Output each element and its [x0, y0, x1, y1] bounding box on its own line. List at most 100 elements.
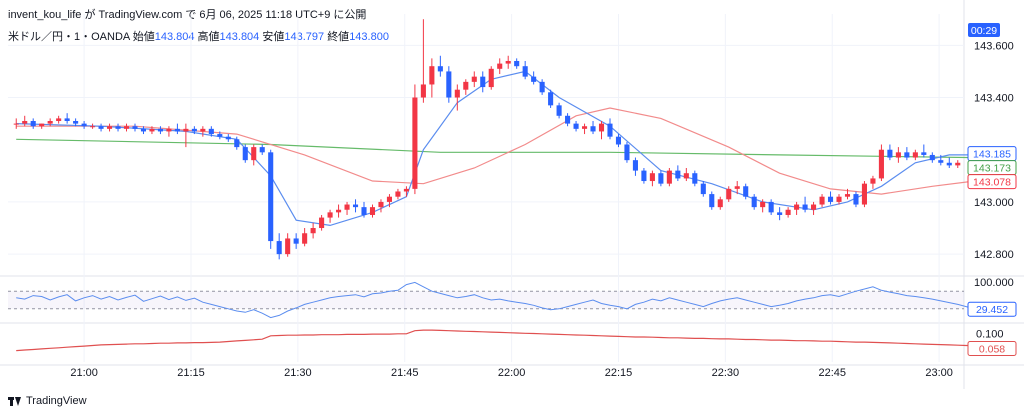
- candle-body: [709, 194, 715, 208]
- candle-body: [293, 238, 299, 244]
- candle-body: [47, 121, 53, 124]
- candle-body: [785, 209, 791, 215]
- candle-body: [208, 128, 214, 135]
- candle-body: [768, 201, 774, 213]
- candle-body: [912, 152, 918, 158]
- candle-body: [675, 170, 681, 179]
- candle-body: [802, 204, 808, 210]
- candle-body: [157, 128, 163, 132]
- oscillator-axis-label: 100.000: [974, 277, 1014, 289]
- candle-body: [403, 188, 409, 192]
- candle-body: [904, 152, 910, 158]
- candle-body: [921, 152, 927, 155]
- candle-body: [878, 149, 884, 179]
- candle-body: [777, 212, 783, 215]
- candle-body: [395, 191, 401, 197]
- candle-body: [107, 126, 113, 129]
- time-tick-label: 22:15: [605, 367, 633, 379]
- candle-body: [861, 183, 867, 205]
- candle-body: [437, 66, 443, 72]
- lower-last-label-box: [967, 340, 1017, 356]
- candle-body: [624, 144, 630, 161]
- candle-body: [726, 188, 732, 200]
- candle-body: [548, 92, 554, 106]
- candle-body: [505, 60, 511, 64]
- candle-body: [429, 66, 435, 85]
- oscillator-line: [16, 281, 975, 319]
- candle-body: [132, 126, 138, 129]
- open-value: 143.804: [154, 31, 195, 43]
- price-label: 143.185: [973, 149, 1011, 161]
- countdown-label: 00:29: [971, 25, 997, 37]
- candle-body: [607, 123, 613, 137]
- candle-body: [870, 178, 876, 184]
- candle-body: [191, 128, 197, 132]
- candle-body: [285, 238, 291, 255]
- candle-body: [836, 196, 842, 202]
- candle-body: [573, 123, 579, 129]
- close-value: 143.800: [349, 31, 389, 43]
- time-tick-label: 21:30: [284, 367, 312, 379]
- candle-body: [56, 118, 62, 122]
- candle-body: [734, 186, 740, 189]
- candle-body: [615, 136, 622, 145]
- candle-body: [174, 128, 180, 132]
- candle-body: [514, 60, 520, 67]
- candle-body: [955, 162, 961, 166]
- candle-body: [310, 228, 316, 234]
- candle-body: [938, 160, 944, 163]
- ma-fast-line: [16, 70, 975, 227]
- candle-body: [22, 121, 28, 124]
- symbol-name[interactable]: 米ドル／円・1・OANDA: [8, 31, 130, 43]
- candle-body: [853, 194, 859, 205]
- brand-name: TradingView: [26, 395, 87, 407]
- oscillator-last-label: 29.452: [976, 304, 1008, 316]
- ohlc-legend: 米ドル／円・1・OANDA 始値143.804 高値143.804 安値143.…: [8, 28, 389, 44]
- low-label: 安値: [262, 31, 285, 43]
- candle-body: [565, 115, 571, 124]
- candle-body: [692, 173, 698, 184]
- candle-body: [352, 204, 359, 208]
- candle-body: [234, 139, 240, 148]
- candle-body: [140, 128, 147, 132]
- time-tick-label: 21:15: [177, 367, 205, 379]
- candle-body: [420, 84, 426, 98]
- close-label: 終値: [327, 31, 350, 43]
- candle-body: [217, 134, 223, 137]
- candle-body: [454, 89, 460, 98]
- candle-body: [666, 170, 672, 184]
- candle-body: [531, 76, 537, 82]
- price-label: 143.173: [973, 163, 1011, 175]
- candle-body: [39, 123, 45, 127]
- price-label: 143.078: [973, 177, 1011, 189]
- candle-body: [632, 160, 638, 171]
- time-tick-label: 21:45: [391, 367, 419, 379]
- candle-body: [480, 76, 486, 88]
- price-tick-label: 143.000: [974, 197, 1014, 209]
- time-tick-label: 22:45: [818, 367, 846, 379]
- candle-body: [760, 201, 766, 208]
- candle-body: [276, 241, 282, 255]
- ma-long-line: [16, 138, 975, 159]
- candle-body: [64, 118, 70, 122]
- price-tick-label: 143.400: [974, 93, 1014, 105]
- candle-body: [844, 194, 851, 197]
- candle-body: [751, 196, 757, 208]
- candle-body: [98, 126, 104, 129]
- candle-body: [149, 128, 155, 132]
- lower-axis-label: 0.100: [976, 329, 1004, 341]
- candle-body: [386, 196, 392, 202]
- candle-body: [794, 204, 800, 210]
- candle-body: [539, 81, 545, 93]
- candle-body: [895, 152, 901, 158]
- footer: TradingView: [8, 395, 87, 407]
- candle-body: [259, 147, 265, 153]
- candle-body: [683, 173, 689, 179]
- open-label: 始値: [132, 31, 155, 43]
- candle-body: [242, 147, 248, 161]
- lower-indicator-line: [16, 329, 975, 352]
- candle-body: [251, 147, 257, 161]
- low-value: 143.797: [284, 31, 325, 43]
